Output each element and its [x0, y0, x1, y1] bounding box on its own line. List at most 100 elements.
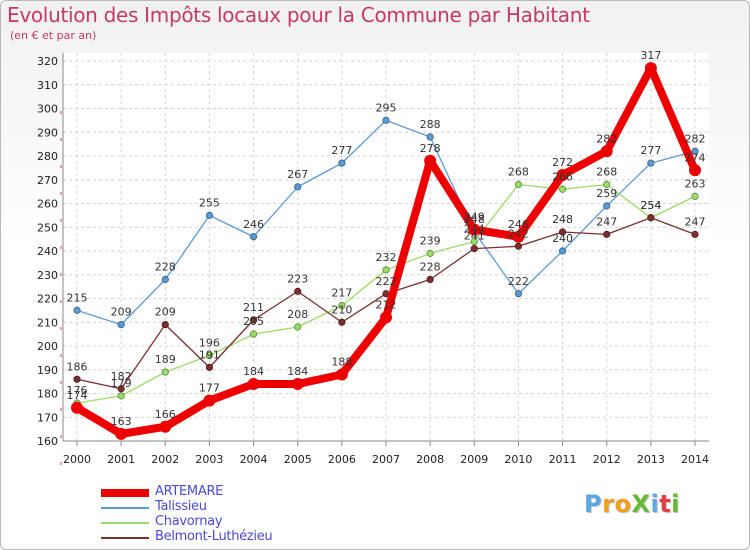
data-point	[556, 169, 569, 181]
y-tick-label: 280	[37, 150, 58, 163]
legend-swatch	[101, 522, 149, 524]
data-point	[689, 164, 701, 177]
data-label: 254	[640, 199, 661, 212]
x-tick-label: 2008	[416, 453, 444, 466]
y-tick-label: 250	[37, 221, 58, 234]
data-label: 278	[420, 142, 441, 155]
data-point	[249, 233, 258, 241]
x-tick-label: 2010	[504, 453, 532, 466]
data-label: 210	[331, 303, 352, 316]
y-tick-label: 240	[37, 245, 58, 258]
data-point	[291, 378, 304, 390]
data-label: 232	[376, 251, 397, 264]
data-label: 282	[685, 132, 706, 145]
x-tick-label: 2013	[637, 453, 665, 466]
data-label: 176	[67, 384, 88, 397]
data-label: 163	[111, 415, 132, 428]
data-point	[159, 420, 172, 433]
data-label: 317	[640, 49, 661, 62]
data-point	[514, 242, 523, 250]
y-tick-label: 190	[37, 364, 58, 377]
data-point	[205, 211, 214, 219]
x-tick-label: 2003	[195, 453, 223, 466]
data-point	[380, 311, 392, 324]
logo-letter: r	[602, 490, 615, 518]
data-point	[73, 375, 81, 383]
y-tick-label: 210	[37, 316, 58, 329]
data-point	[603, 230, 611, 238]
data-point	[338, 159, 346, 167]
data-point	[294, 183, 302, 191]
data-label: 223	[287, 272, 308, 285]
y-tick-label: 310	[37, 79, 58, 92]
data-point	[558, 247, 567, 255]
data-point	[205, 351, 214, 360]
data-label: 182	[111, 370, 132, 383]
data-label: 222	[376, 275, 397, 288]
data-point	[205, 363, 214, 371]
legend-swatch	[101, 537, 149, 539]
x-tick-label: 2006	[328, 453, 356, 466]
data-label: 240	[552, 232, 573, 245]
y-tick-label: 180	[37, 388, 58, 401]
x-tick-label: 2004	[240, 453, 268, 466]
data-point	[603, 202, 611, 210]
data-point	[468, 223, 481, 236]
data-point	[558, 185, 567, 193]
data-point	[512, 230, 525, 243]
data-label: 267	[287, 168, 308, 181]
data-point	[647, 214, 655, 222]
logo-letter: o	[614, 490, 632, 518]
data-label: 196	[199, 337, 220, 350]
x-tick-label: 2005	[284, 453, 312, 466]
data-label: 212	[376, 299, 397, 312]
x-tick-label: 2014	[681, 453, 709, 466]
data-label: 277	[640, 144, 661, 157]
data-point	[691, 147, 699, 155]
data-point	[426, 249, 434, 257]
data-label: 246	[508, 218, 529, 231]
x-tick-label: 2007	[372, 453, 400, 466]
data-label: 247	[685, 215, 706, 228]
data-label: 247	[596, 215, 617, 228]
data-point	[382, 266, 390, 274]
y-tick-label: 320	[37, 55, 58, 68]
data-point	[249, 330, 258, 338]
data-point	[117, 321, 125, 329]
data-point	[161, 321, 169, 329]
data-point	[600, 145, 613, 158]
data-label: 248	[464, 213, 485, 226]
data-point	[603, 180, 611, 189]
data-point	[294, 323, 302, 331]
proxiti-logo: ProXiti	[584, 490, 680, 518]
data-label: 188	[331, 356, 352, 369]
y-tick-label: 300	[37, 103, 58, 116]
data-label: 255	[199, 196, 220, 209]
logo-letter: P	[584, 490, 603, 518]
data-label: 295	[376, 101, 397, 114]
x-tick-label: 2000	[63, 453, 91, 466]
data-label: 215	[67, 291, 88, 304]
data-label: 191	[199, 348, 220, 361]
data-label: 174	[67, 389, 88, 402]
data-label: 166	[155, 408, 176, 421]
data-point	[382, 116, 390, 124]
data-point	[247, 378, 260, 390]
data-point	[203, 394, 216, 407]
data-label: 186	[67, 360, 88, 373]
legend-label: Belmont-Luthézieu	[155, 529, 273, 544]
logo-letter: i	[650, 490, 660, 518]
data-point	[424, 154, 437, 167]
data-label: 205	[243, 315, 264, 328]
data-label: 268	[596, 166, 617, 179]
legend-label: ARTEMARE	[155, 484, 224, 499]
x-tick-label: 2001	[107, 453, 135, 466]
data-label: 209	[155, 306, 176, 319]
data-label: 184	[287, 365, 308, 378]
legend-swatch	[101, 489, 149, 497]
legend-swatch	[101, 507, 149, 509]
data-label: 274	[685, 151, 706, 164]
data-label: 248	[552, 213, 573, 226]
